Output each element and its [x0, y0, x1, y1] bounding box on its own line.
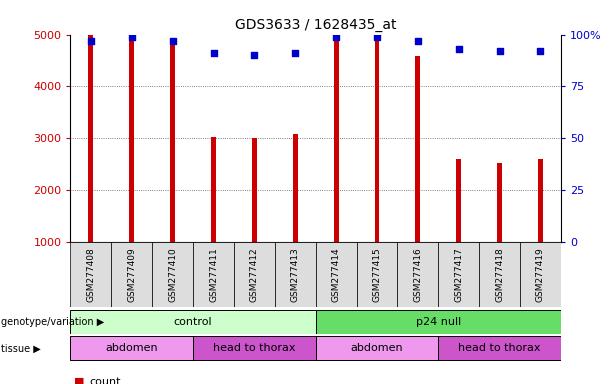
Bar [193, 242, 234, 307]
Text: p24 null: p24 null [416, 316, 461, 327]
Text: genotype/variation ▶: genotype/variation ▶ [1, 316, 104, 327]
Point [331, 33, 341, 40]
Point [413, 38, 423, 44]
Bar [456, 159, 461, 242]
Text: GSM277416: GSM277416 [413, 247, 422, 302]
Point [168, 38, 178, 44]
Bar [497, 163, 502, 242]
Text: count: count [89, 377, 120, 384]
Bar [70, 336, 193, 361]
Text: GSM277412: GSM277412 [250, 247, 259, 302]
Title: GDS3633 / 1628435_at: GDS3633 / 1628435_at [235, 18, 397, 32]
Bar [275, 242, 316, 307]
Bar [293, 134, 298, 242]
Text: GSM277418: GSM277418 [495, 247, 504, 302]
Bar [538, 159, 543, 242]
Text: head to thorax: head to thorax [459, 343, 541, 354]
Bar [416, 56, 421, 242]
Point [291, 50, 300, 56]
Bar [152, 242, 193, 307]
Point [127, 33, 137, 40]
Bar [438, 242, 479, 307]
Bar [129, 0, 134, 242]
Text: GSM277410: GSM277410 [168, 247, 177, 302]
Bar [234, 242, 275, 307]
Bar [70, 310, 316, 334]
Bar [170, 45, 175, 242]
Text: GSM277417: GSM277417 [454, 247, 463, 302]
Point [86, 38, 96, 44]
Point [208, 50, 218, 56]
Bar [70, 242, 112, 307]
Text: GSM277409: GSM277409 [128, 247, 136, 302]
Bar [357, 242, 397, 307]
Point [495, 48, 504, 54]
Text: ■: ■ [74, 377, 84, 384]
Bar [112, 242, 152, 307]
Text: GSM277415: GSM277415 [373, 247, 381, 302]
Text: head to thorax: head to thorax [213, 343, 295, 354]
Bar [397, 242, 438, 307]
Text: GSM277414: GSM277414 [332, 247, 341, 302]
Bar [193, 336, 316, 361]
Bar [520, 242, 561, 307]
Bar [316, 242, 357, 307]
Text: GSM277413: GSM277413 [291, 247, 300, 302]
Point [454, 46, 463, 52]
Bar [375, 0, 379, 242]
Bar [479, 242, 520, 307]
Text: control: control [173, 316, 213, 327]
Text: abdomen: abdomen [351, 343, 403, 354]
Point [372, 33, 382, 40]
Bar [438, 336, 561, 361]
Text: GSM277408: GSM277408 [86, 247, 96, 302]
Point [536, 48, 546, 54]
Bar [316, 310, 561, 334]
Text: abdomen: abdomen [105, 343, 158, 354]
Text: tissue ▶: tissue ▶ [1, 343, 41, 354]
Text: GSM277411: GSM277411 [209, 247, 218, 302]
Point [249, 52, 259, 58]
Bar [88, 12, 93, 242]
Bar [211, 137, 216, 242]
Text: GSM277419: GSM277419 [536, 247, 545, 302]
Bar [316, 336, 438, 361]
Bar [252, 138, 257, 242]
Bar [333, 0, 338, 242]
